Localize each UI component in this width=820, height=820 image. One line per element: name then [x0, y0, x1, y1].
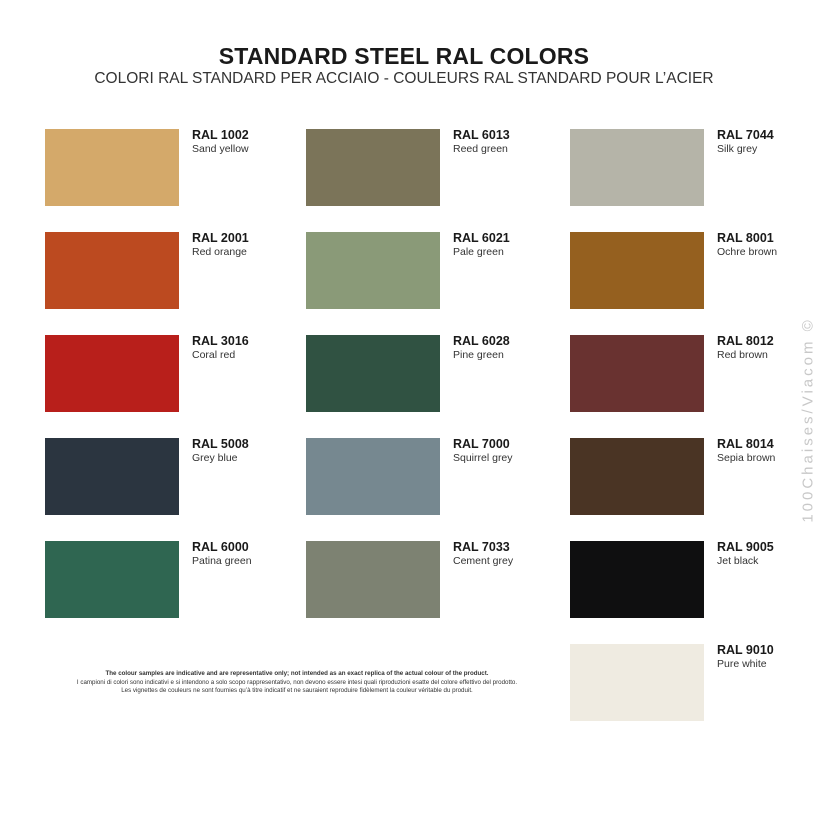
color-name: Grey blue [192, 452, 238, 464]
color-code: RAL 6028 [453, 334, 510, 348]
color-swatch [570, 129, 704, 206]
color-code: RAL 8001 [717, 231, 774, 245]
color-name: Silk grey [717, 143, 758, 155]
color-code: RAL 7033 [453, 540, 510, 554]
color-swatch [45, 232, 179, 309]
color-swatch [306, 232, 440, 309]
color-code: RAL 6013 [453, 128, 510, 142]
color-code: RAL 1002 [192, 128, 249, 142]
color-swatch [45, 129, 179, 206]
disclaimer-fr: Les vignettes de couleurs ne sont fourni… [121, 687, 473, 694]
color-code: RAL 7044 [717, 128, 774, 142]
disclaimer-en: The colour samples are indicative and ar… [105, 670, 489, 677]
color-swatch [45, 438, 179, 515]
color-name: Coral red [192, 349, 236, 361]
color-name: Jet black [717, 555, 759, 567]
color-swatch [570, 438, 704, 515]
disclaimer: The colour samples are indicative and ar… [40, 670, 554, 696]
color-code: RAL 6000 [192, 540, 249, 554]
color-swatch [570, 232, 704, 309]
watermark: 100Chaises/Viacom © [799, 317, 817, 523]
color-name: Pine green [453, 349, 504, 361]
color-swatch [45, 335, 179, 412]
color-code: RAL 2001 [192, 231, 249, 245]
color-code: RAL 3016 [192, 334, 249, 348]
color-code: RAL 7000 [453, 437, 510, 451]
color-code: RAL 5008 [192, 437, 249, 451]
color-name: Patina green [192, 555, 252, 567]
color-name: Pale green [453, 246, 504, 258]
color-name: Sand yellow [192, 143, 249, 155]
color-name: Red brown [717, 349, 768, 361]
color-code: RAL 8014 [717, 437, 774, 451]
color-swatch [306, 438, 440, 515]
color-swatch [306, 541, 440, 618]
page-title: STANDARD STEEL RAL COLORS [218, 43, 590, 69]
color-swatch [570, 541, 704, 618]
color-code: RAL 9010 [717, 643, 774, 657]
color-swatch [570, 644, 704, 721]
color-name: Ochre brown [717, 246, 778, 258]
color-code: RAL 9005 [717, 540, 774, 554]
color-swatch [570, 335, 704, 412]
color-name: Red orange [192, 246, 247, 258]
color-swatch [45, 541, 179, 618]
page-subtitle: COLORI RAL STANDARD PER ACCIAIO - COULEU… [94, 70, 714, 87]
color-name: Pure white [717, 658, 767, 670]
color-name: Cement grey [453, 555, 514, 567]
color-swatch [306, 129, 440, 206]
color-name: Reed green [453, 143, 508, 155]
color-name: Squirrel grey [453, 452, 513, 464]
color-code: RAL 8012 [717, 334, 774, 348]
color-swatch [306, 335, 440, 412]
disclaimer-it: I campioni di colori sono indicativi e s… [76, 678, 518, 686]
color-name: Sepia brown [717, 452, 776, 464]
color-code: RAL 6021 [453, 231, 510, 245]
